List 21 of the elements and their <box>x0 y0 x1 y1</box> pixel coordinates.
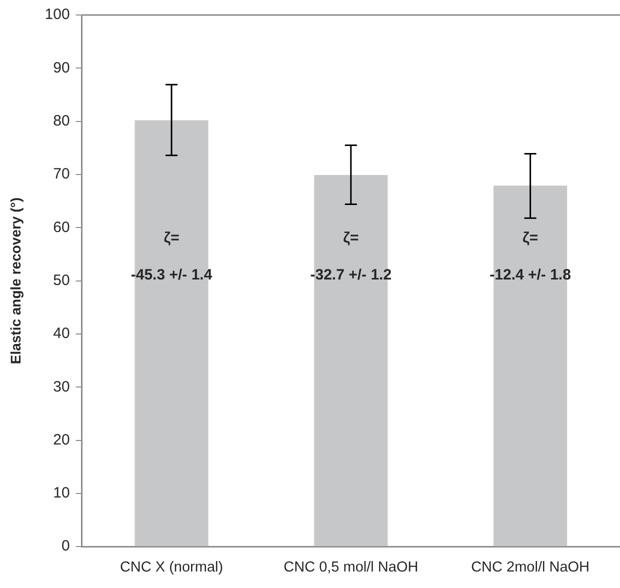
y-tick-label: 70 <box>53 166 70 183</box>
y-tick-label: 20 <box>53 431 70 448</box>
y-tick-label: 90 <box>53 59 70 76</box>
y-tick-label: 100 <box>44 6 70 24</box>
annotation: -12.4 +/- 1.8 <box>490 266 571 284</box>
annotation: ζ= <box>164 229 180 246</box>
annotation: -32.7 +/- 1.2 <box>310 266 392 284</box>
y-tick-label: 0 <box>61 538 70 555</box>
y-tick-label: 80 <box>53 112 70 130</box>
y-tick-label: 60 <box>53 218 70 236</box>
y-tick-label: 10 <box>53 484 70 502</box>
x-tick-label: CNC 0,5 mol/l NaOH <box>284 559 418 576</box>
annotation: ζ= <box>522 229 538 246</box>
annotation: ζ= <box>343 229 359 246</box>
x-tick-label: CNC X (normal) <box>120 559 224 576</box>
y-axis-title: Elastic angle recovery (°) <box>7 197 24 364</box>
y-tick-label: 50 <box>53 272 70 289</box>
y-tick-label: 40 <box>53 325 70 342</box>
y-tick-label: 30 <box>53 378 70 396</box>
x-tick-label: CNC 2mol/l NaOH <box>471 559 590 576</box>
annotation: -45.3 +/- 1.4 <box>130 266 213 284</box>
